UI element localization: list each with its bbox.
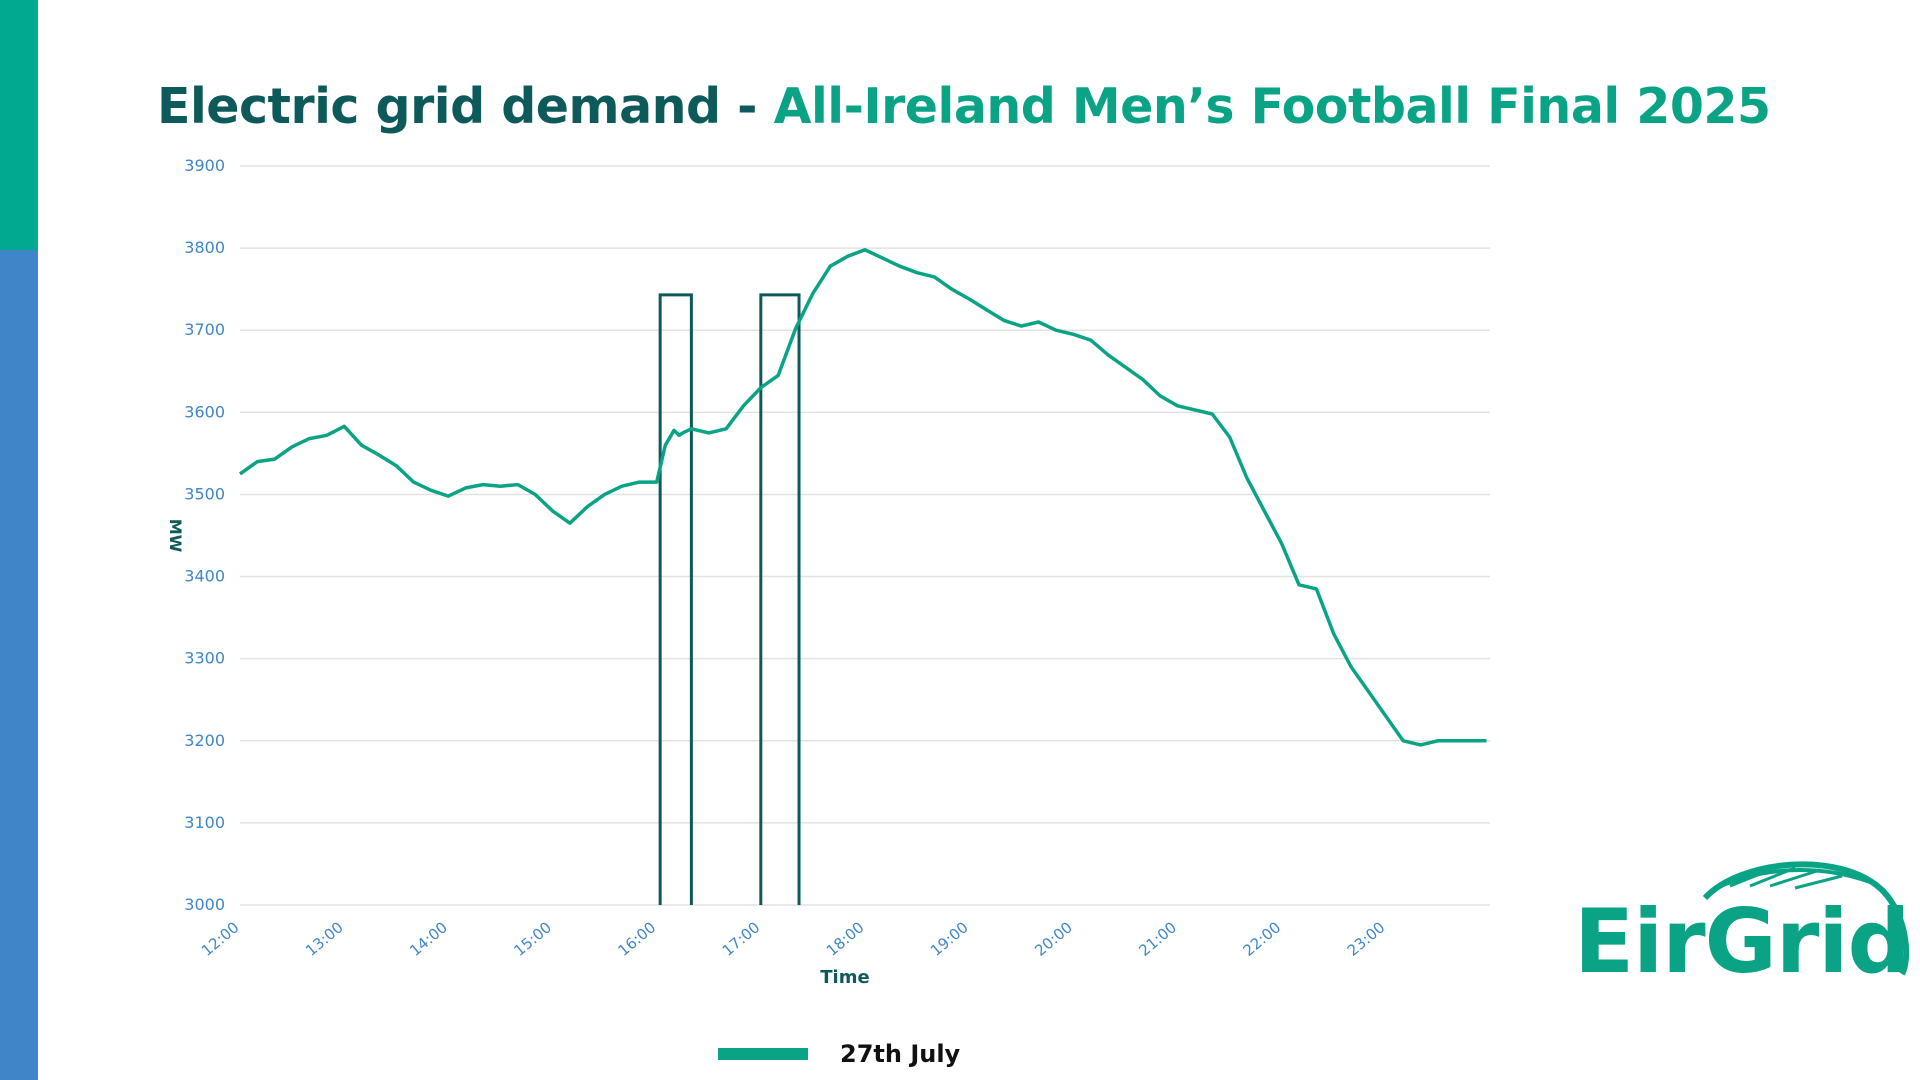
logo-arc-icon: [1702, 861, 1910, 976]
legend-swatch: [718, 1048, 808, 1060]
y-tick-label: 3900: [184, 156, 225, 175]
title-part-1: Electric grid demand -: [157, 78, 774, 135]
page-title: Electric grid demand - All-Ireland Men’s…: [157, 78, 1771, 135]
y-tick-label: 3800: [184, 238, 225, 257]
y-tick-label: 3000: [184, 895, 225, 914]
y-tick-label: 3500: [184, 484, 225, 503]
x-tick-label: 16:00: [615, 918, 660, 960]
x-axis-title: Time: [820, 967, 869, 988]
highlight-period-box: [759, 293, 801, 905]
eirgrid-logo: EirGrid: [1570, 842, 1910, 993]
x-tick-label: 21:00: [1135, 918, 1180, 960]
series-line: [238, 248, 1487, 747]
y-tick-label: 3600: [184, 402, 225, 421]
x-tick-label: 22:00: [1240, 918, 1285, 960]
accent-bar-top: [0, 0, 38, 250]
x-tick-label: 18:00: [823, 918, 868, 960]
x-tick-label: 17:00: [719, 918, 764, 960]
y-tick-label: 3100: [184, 813, 225, 832]
title-part-2: All-Ireland Men’s Football Final 2025: [773, 78, 1772, 135]
highlight-period-box: [658, 293, 693, 905]
accent-bar-bottom: [0, 250, 38, 1080]
y-tick-label: 3400: [184, 567, 225, 586]
y-tick-label: 3300: [184, 649, 225, 668]
x-tick-label: 12:00: [198, 918, 243, 960]
y-tick-label: 3700: [184, 320, 225, 339]
y-tick-label: 3200: [184, 731, 225, 750]
y-axis-title: MW: [166, 519, 185, 553]
x-tick-label: 19:00: [927, 918, 972, 960]
chart-legend: 27th July: [718, 1040, 960, 1068]
x-tick-label: 20:00: [1031, 918, 1076, 960]
legend-label: 27th July: [840, 1040, 961, 1068]
x-tick-label: 15:00: [510, 918, 555, 960]
x-tick-label: 13:00: [302, 918, 347, 960]
logo-text: EirGrid: [1574, 890, 1910, 993]
x-tick-label: 14:00: [406, 918, 451, 960]
x-tick-label: 23:00: [1344, 918, 1389, 960]
